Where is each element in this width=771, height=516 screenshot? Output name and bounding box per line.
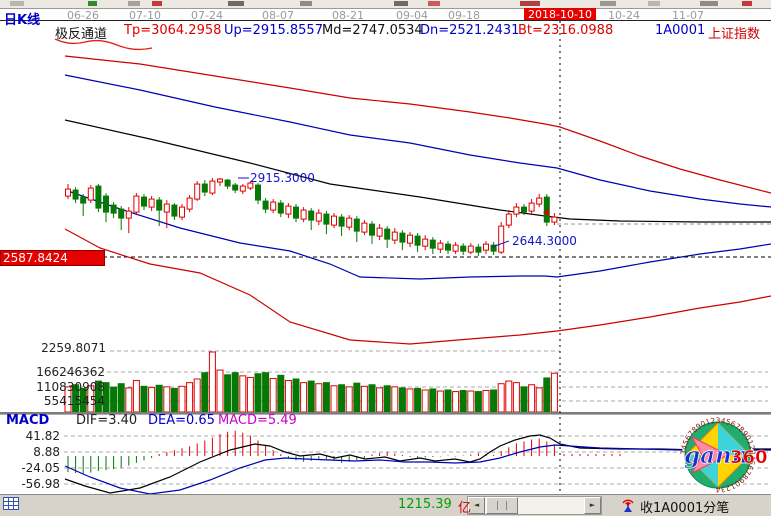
- indicator-up-value: Up=2915.8557: [224, 23, 323, 38]
- date-tick: 07-10: [129, 9, 161, 22]
- toolbar-fragment: [88, 1, 97, 6]
- symbol-name[interactable]: 上证指数: [708, 27, 761, 42]
- antenna-icon: [622, 499, 634, 512]
- toolbar-fragment: [394, 1, 408, 6]
- scrollbar-thumb[interactable]: [486, 497, 518, 514]
- date-tick: 10-24: [608, 9, 640, 22]
- macd-scale-2: 8.88: [33, 445, 60, 459]
- logo-triangle-cyan-1: [718, 423, 750, 455]
- toolbar-fragment: [520, 1, 540, 6]
- toolbar-fragment: [648, 1, 660, 6]
- toolbar-fragment: [428, 1, 440, 6]
- gann360-logo: 34567890123456789012345678901234 gann 36…: [679, 417, 768, 494]
- indicator-name[interactable]: 极反通道: [55, 27, 108, 42]
- toolbar-fragment: [600, 1, 616, 6]
- current-price-tag: 2587.8424: [0, 250, 105, 266]
- volume-scale-1: 166246362: [36, 365, 105, 379]
- date-tick: 11-07: [672, 9, 704, 22]
- volume-scale-3: 55415454: [43, 394, 105, 408]
- logo-360-text: 360: [730, 447, 768, 468]
- clipped-toolbar[interactable]: [0, 0, 771, 9]
- feed-status-text[interactable]: 收1A0001分笔: [640, 501, 730, 516]
- macd-scale-1: 41.82: [25, 429, 60, 443]
- trough-price-label: 2644.3000: [512, 234, 577, 248]
- scroll-right-button[interactable]: ►: [584, 497, 601, 514]
- kline-period-label[interactable]: 日K线: [4, 13, 41, 28]
- macd-dif-value: DIF=3.40: [76, 413, 138, 428]
- date-tick: 08-07: [262, 9, 294, 22]
- turnover-unit: 亿: [458, 501, 472, 516]
- symbol-code[interactable]: 1A0001: [655, 23, 706, 38]
- toolbar-fragment: [10, 1, 24, 6]
- highlighted-date[interactable]: 2018-10-10: [524, 8, 596, 21]
- horizontal-scrollbar[interactable]: ◄ ►: [467, 496, 602, 515]
- toolbar-fragment: [700, 1, 718, 6]
- chart-bottom-scale-label: 2259.8071: [41, 341, 106, 355]
- toolbar-fragment: [228, 1, 244, 6]
- toolbar-fragment: [152, 1, 162, 6]
- macd-panel-title[interactable]: MACD: [6, 413, 50, 428]
- indicator-tp-value: Tp=3064.2958: [124, 23, 222, 38]
- volume-scale-2: 110830908: [36, 380, 105, 394]
- macd-dea-value: DEA=0.65: [148, 413, 215, 428]
- logo-gann-text: gann: [684, 442, 748, 469]
- indicator-md-value: Md=2747.0534: [322, 23, 423, 38]
- toolbar-fragment: [128, 1, 140, 6]
- header-divider: [0, 20, 771, 21]
- macd-value: MACD=5.49: [218, 413, 297, 428]
- date-tick: 07-24: [191, 9, 223, 22]
- turnover-value: 1215.39: [398, 497, 452, 512]
- indicator-bt-value: Bt=2316.0988: [518, 23, 614, 38]
- toolbar-fragment: [742, 1, 752, 6]
- date-tick: 06-26: [67, 9, 99, 22]
- macd-scale-3: -24.05: [21, 461, 60, 475]
- date-tick: 08-21: [332, 9, 364, 22]
- scroll-left-button[interactable]: ◄: [468, 497, 485, 514]
- date-tick: 09-18: [448, 9, 480, 22]
- logo-arrow: [690, 435, 730, 475]
- peak-price-label: 2915.3000: [250, 171, 315, 185]
- quote-grid-icon[interactable]: [3, 497, 19, 511]
- chart-canvas[interactable]: [0, 0, 771, 494]
- toolbar-fragment: [300, 1, 312, 6]
- date-tick: 09-04: [396, 9, 428, 22]
- indicator-dn-value: Dn=2521.2431: [420, 23, 520, 38]
- macd-scale-4: -56.98: [21, 477, 60, 491]
